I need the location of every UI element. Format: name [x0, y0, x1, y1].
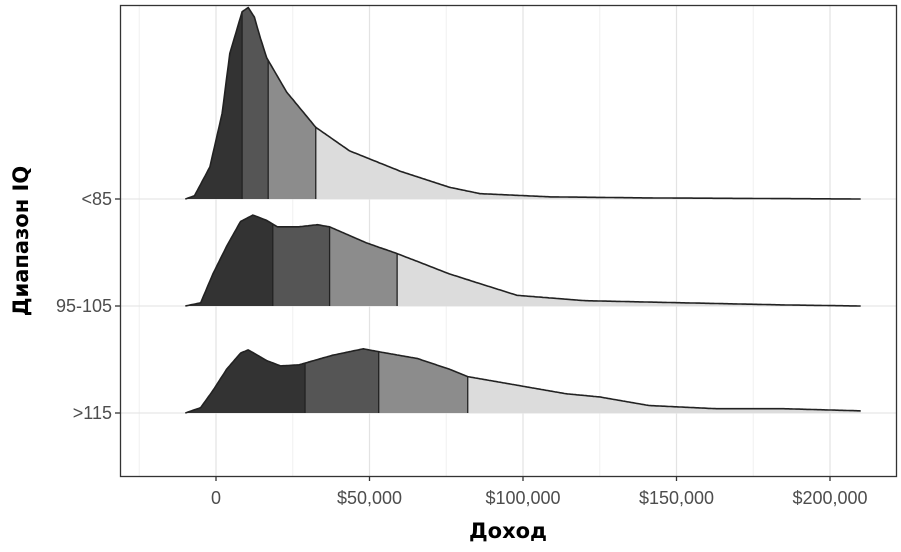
density-line — [185, 214, 861, 307]
quartile-area-1 — [185, 215, 273, 306]
x-tick-label: $150,000 — [639, 488, 714, 508]
quartile-area-4 — [397, 253, 861, 306]
density-line — [185, 348, 861, 414]
x-axis: 0 $50,000 $100,000 $150,000 $200,000 — [211, 476, 868, 508]
ridge-95-105 — [185, 214, 861, 307]
x-tick-label: 0 — [211, 488, 221, 508]
ridge->115 — [185, 348, 861, 414]
y-tick-label: >115 — [73, 403, 112, 423]
quartile-area-3 — [378, 351, 468, 413]
x-tick-label: $200,000 — [792, 488, 867, 508]
y-axis: <85 95-105 >115 — [56, 189, 120, 423]
y-tick-label: 95-105 — [56, 296, 112, 316]
quartile-area-3 — [329, 226, 398, 306]
quartile-area-1 — [185, 11, 243, 199]
quartile-area-2 — [305, 348, 379, 413]
ridge-<85 — [185, 6, 861, 200]
quartile-area-3 — [268, 60, 316, 200]
x-axis-title: Доход — [469, 519, 547, 543]
quartile-area-4 — [315, 127, 861, 199]
ridges — [185, 6, 861, 414]
density-line — [185, 6, 861, 200]
x-tick-label: $50,000 — [337, 488, 402, 508]
panel-border — [119, 4, 898, 478]
quartile-area-2 — [242, 7, 269, 199]
quartile-area-1 — [185, 349, 306, 413]
y-tick-label: <85 — [81, 189, 112, 209]
y-axis-title: Диапазон IQ — [9, 166, 33, 316]
quartile-area-2 — [272, 224, 330, 306]
quartile-area-4 — [467, 376, 861, 413]
x-tick-label: $100,000 — [485, 488, 560, 508]
